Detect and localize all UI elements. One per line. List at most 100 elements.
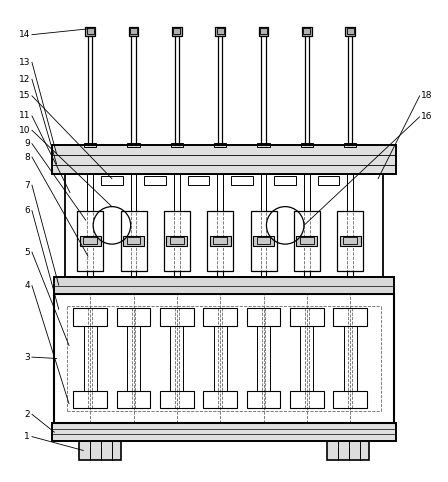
- Bar: [304, 270, 310, 277]
- Bar: [340, 236, 361, 245]
- Bar: [301, 143, 313, 147]
- Bar: [86, 28, 94, 34]
- Bar: [217, 174, 223, 211]
- Bar: [172, 27, 182, 36]
- Bar: [85, 27, 95, 36]
- Text: 18: 18: [422, 92, 433, 100]
- Bar: [290, 308, 324, 326]
- Bar: [210, 236, 231, 245]
- Bar: [250, 211, 276, 270]
- Text: 4: 4: [25, 281, 30, 290]
- Bar: [87, 174, 93, 211]
- Text: 3: 3: [25, 353, 30, 362]
- Bar: [257, 143, 270, 147]
- Bar: [261, 174, 267, 211]
- Bar: [214, 143, 226, 147]
- Text: 10: 10: [19, 126, 30, 135]
- Bar: [52, 423, 396, 441]
- Bar: [257, 238, 270, 244]
- Bar: [167, 236, 187, 245]
- Text: 16: 16: [422, 112, 433, 121]
- Bar: [213, 238, 227, 244]
- Bar: [347, 270, 353, 277]
- Bar: [130, 28, 137, 34]
- Bar: [290, 390, 324, 408]
- Bar: [170, 238, 184, 244]
- Bar: [116, 308, 151, 326]
- Bar: [101, 176, 123, 186]
- Bar: [80, 236, 101, 245]
- Bar: [247, 308, 280, 326]
- Text: 13: 13: [19, 58, 30, 67]
- Bar: [333, 308, 367, 326]
- Bar: [127, 238, 140, 244]
- Bar: [170, 326, 183, 390]
- Bar: [121, 211, 146, 270]
- Text: 9: 9: [25, 139, 30, 148]
- Bar: [77, 211, 103, 270]
- Bar: [73, 308, 107, 326]
- Bar: [174, 270, 180, 277]
- Text: 5: 5: [25, 248, 30, 257]
- Bar: [337, 211, 363, 270]
- Text: 11: 11: [19, 111, 30, 120]
- Bar: [54, 277, 394, 294]
- Bar: [84, 143, 96, 147]
- Bar: [87, 270, 93, 277]
- Bar: [304, 174, 310, 211]
- Bar: [302, 27, 312, 36]
- Bar: [347, 28, 354, 34]
- Bar: [258, 27, 268, 36]
- Bar: [83, 238, 97, 244]
- Bar: [79, 441, 121, 460]
- Bar: [65, 174, 383, 277]
- Bar: [333, 390, 367, 408]
- Text: 14: 14: [19, 30, 30, 39]
- Bar: [345, 27, 355, 36]
- Bar: [214, 326, 227, 390]
- Bar: [84, 326, 97, 390]
- Bar: [116, 390, 151, 408]
- Bar: [144, 176, 166, 186]
- Bar: [127, 326, 140, 390]
- Bar: [253, 236, 274, 245]
- Bar: [131, 174, 137, 211]
- Bar: [294, 211, 320, 270]
- Bar: [347, 174, 353, 211]
- Text: 2: 2: [25, 410, 30, 419]
- Text: 8: 8: [25, 152, 30, 161]
- Bar: [260, 28, 267, 34]
- Bar: [188, 176, 209, 186]
- Bar: [344, 143, 357, 147]
- Bar: [300, 238, 314, 244]
- Bar: [171, 143, 183, 147]
- Bar: [203, 308, 237, 326]
- Bar: [129, 27, 138, 36]
- Bar: [131, 270, 137, 277]
- Bar: [160, 390, 194, 408]
- Bar: [303, 28, 310, 34]
- Bar: [261, 270, 267, 277]
- Bar: [164, 211, 190, 270]
- Bar: [344, 326, 357, 390]
- Bar: [327, 441, 369, 460]
- Text: 12: 12: [19, 75, 30, 84]
- Bar: [123, 236, 144, 245]
- Bar: [207, 211, 233, 270]
- Bar: [215, 27, 225, 36]
- Bar: [73, 390, 107, 408]
- Bar: [173, 28, 181, 34]
- Bar: [160, 308, 194, 326]
- Bar: [54, 294, 394, 423]
- Bar: [174, 174, 180, 211]
- Bar: [217, 270, 223, 277]
- Bar: [247, 390, 280, 408]
- Bar: [318, 176, 339, 186]
- Bar: [301, 326, 313, 390]
- Bar: [257, 326, 270, 390]
- Bar: [231, 176, 253, 186]
- Text: 6: 6: [25, 206, 30, 215]
- Bar: [127, 143, 140, 147]
- Bar: [203, 390, 237, 408]
- Text: 7: 7: [25, 181, 30, 190]
